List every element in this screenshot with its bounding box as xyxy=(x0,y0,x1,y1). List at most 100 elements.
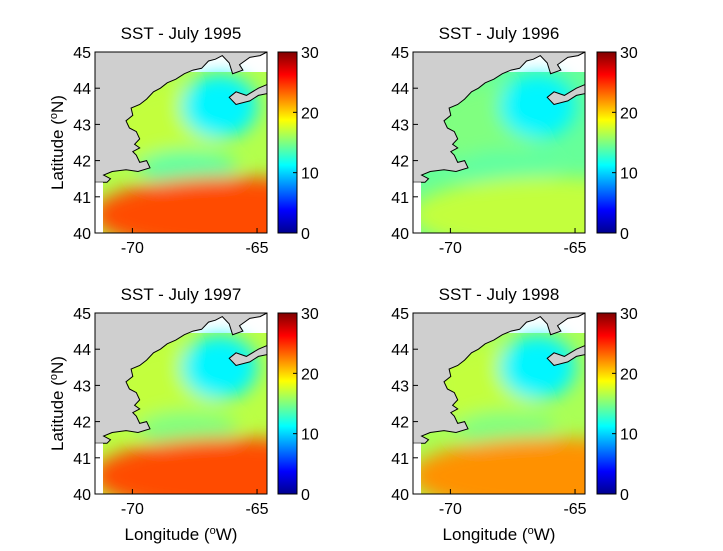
colorbar-gradient xyxy=(277,51,298,234)
y-tick-label: 44 xyxy=(391,342,409,359)
x-tick-label: -65 xyxy=(245,240,268,257)
sst-feature-southern-shelf-warm-water xyxy=(95,437,267,494)
land-new-england xyxy=(94,312,268,444)
colorbar-tick-label: 20 xyxy=(301,366,319,383)
sst-feature-eastern-maine-cold-water xyxy=(181,74,258,139)
colorbar-tick-label: 20 xyxy=(620,105,638,122)
sst-feature-eastern-maine-cold-water xyxy=(499,335,576,400)
y-axis-label: Latitude (oN) xyxy=(48,95,67,190)
no-data-strip xyxy=(413,182,421,233)
colorbar-tick-label: 10 xyxy=(620,166,638,183)
panel-title: SST - July 1998 xyxy=(439,285,560,304)
sst-feature-georges-bank xyxy=(455,410,556,447)
land-nova-scotia xyxy=(228,344,268,367)
y-axis-label: Latitude (oN) xyxy=(48,356,67,451)
no-data-strip xyxy=(95,182,103,233)
sst-feature-eastern-maine-cold-water xyxy=(181,335,258,400)
plot-frame xyxy=(94,312,268,495)
sst-blobs xyxy=(413,74,585,233)
colorbar-tick-label: 0 xyxy=(301,487,310,504)
colorbar-tick-label: 30 xyxy=(620,45,638,62)
colorbar-tick-label: 20 xyxy=(620,366,638,383)
land-nova-scotia xyxy=(228,83,268,106)
y-tick-label: 44 xyxy=(73,342,91,359)
sst-feature-southern-shelf-warm-water xyxy=(95,176,267,233)
y-tick-label: 41 xyxy=(73,451,91,468)
land-new-england xyxy=(412,312,586,444)
y-tick-label: 42 xyxy=(391,415,409,432)
sst-blobs xyxy=(413,335,585,494)
sst-feature-georges-bank xyxy=(137,149,238,186)
sst-panel-3: SST - July 1997 40 41 42 43 44 45 -70 -65 Latitud… xyxy=(48,285,319,544)
colorbar-tick-label: 30 xyxy=(301,45,319,62)
y-tick-label: 45 xyxy=(73,306,91,323)
x-tick-label: -65 xyxy=(245,501,268,518)
y-tick-label: 42 xyxy=(391,154,409,171)
x-tick-label: -65 xyxy=(563,240,586,257)
y-tick-label: 43 xyxy=(73,378,91,395)
sst-panel-1: SST - July 1995 40 41 42 43 44 45 -70 -65 Latitud… xyxy=(48,24,319,257)
y-tick-label: 45 xyxy=(73,45,91,62)
plot-frame xyxy=(412,51,586,234)
colorbar: 0 10 20 30 xyxy=(277,45,319,243)
colorbar-tick-label: 30 xyxy=(620,306,638,323)
colorbar-tick-label: 30 xyxy=(301,306,319,323)
x-tick-label: -70 xyxy=(439,501,462,518)
land-nova-scotia xyxy=(546,344,586,367)
colorbar-tick-label: 20 xyxy=(301,105,319,122)
sst-panel-4: SST - July 1998 40 41 42 43 44 45 -70 -65 Longitu… xyxy=(391,285,638,544)
panel-title: SST - July 1997 xyxy=(121,285,242,304)
colorbar-tick-label: 10 xyxy=(301,427,319,444)
plot-frame xyxy=(412,312,586,495)
sst-feature-southern-shelf-warm-water xyxy=(413,437,585,494)
sst-blobs xyxy=(95,74,267,233)
panel-title: SST - July 1996 xyxy=(439,24,560,43)
colorbar-tick-label: 0 xyxy=(301,226,310,243)
sst-blobs xyxy=(95,335,267,494)
sst-feature-georges-bank xyxy=(137,410,238,447)
colorbar-gradient xyxy=(277,312,298,495)
panel-title: SST - July 1995 xyxy=(121,24,242,43)
sst-panel-2: SST - July 1996 40 41 42 43 44 45 -70 -65 0 10 20 30 xyxy=(391,24,638,257)
y-tick-label: 43 xyxy=(391,117,409,134)
x-tick-label: -65 xyxy=(563,501,586,518)
y-tick-label: 41 xyxy=(73,190,91,207)
colorbar: 0 10 20 30 xyxy=(596,306,638,504)
colorbar-tick-label: 10 xyxy=(301,166,319,183)
y-tick-label: 42 xyxy=(73,154,91,171)
x-tick-label: -70 xyxy=(439,240,462,257)
x-tick-label: -70 xyxy=(121,501,144,518)
y-tick-label: 40 xyxy=(73,487,91,504)
colorbar-gradient xyxy=(596,312,617,495)
y-tick-label: 44 xyxy=(391,81,409,98)
x-axis-label: Longitude (oW) xyxy=(443,525,556,544)
y-tick-label: 45 xyxy=(391,306,409,323)
sst-feature-georges-bank xyxy=(455,149,556,186)
land-nova-scotia xyxy=(546,83,586,106)
colorbar: 0 10 20 30 xyxy=(596,45,638,243)
land-new-england xyxy=(412,51,586,183)
y-tick-label: 42 xyxy=(73,415,91,432)
y-tick-label: 41 xyxy=(391,190,409,207)
y-tick-label: 41 xyxy=(391,451,409,468)
no-data-strip xyxy=(413,443,421,494)
colorbar-gradient xyxy=(596,51,617,234)
y-tick-label: 44 xyxy=(73,81,91,98)
y-tick-label: 43 xyxy=(391,378,409,395)
y-tick-label: 40 xyxy=(73,226,91,243)
colorbar-tick-label: 10 xyxy=(620,427,638,444)
colorbar-tick-label: 0 xyxy=(620,226,629,243)
colorbar-tick-label: 0 xyxy=(620,487,629,504)
land-new-england xyxy=(94,51,268,183)
plot-frame xyxy=(94,51,268,234)
sst-feature-southern-shelf-warm-water xyxy=(413,176,585,233)
no-data-strip xyxy=(95,443,103,494)
y-tick-label: 40 xyxy=(391,226,409,243)
y-tick-label: 40 xyxy=(391,487,409,504)
y-tick-label: 45 xyxy=(391,45,409,62)
sst-field xyxy=(413,333,585,494)
colorbar: 0 10 20 30 xyxy=(277,306,319,504)
sst-feature-eastern-maine-cold-water xyxy=(499,74,576,139)
x-tick-label: -70 xyxy=(121,240,144,257)
